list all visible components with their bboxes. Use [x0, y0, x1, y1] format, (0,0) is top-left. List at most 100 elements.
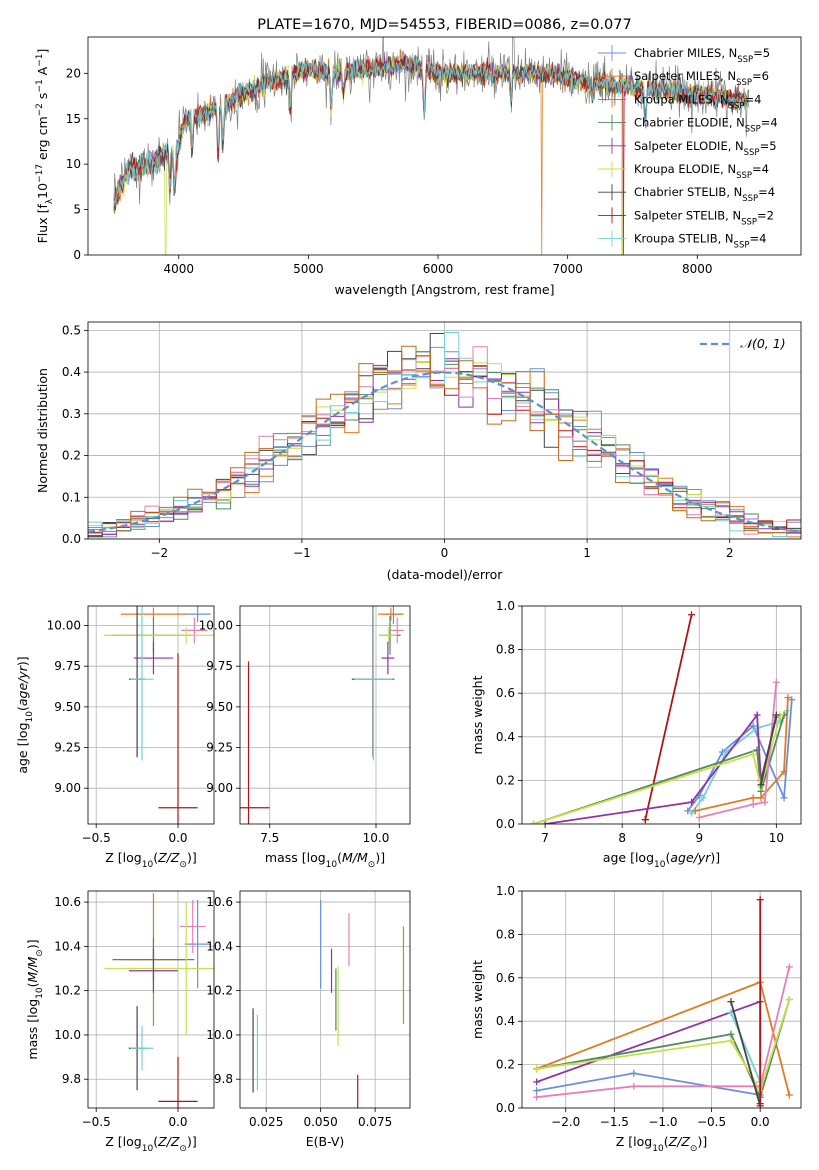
- x-tick-label: −1: [293, 546, 311, 560]
- label-part: M/M: [25, 956, 40, 982]
- chart-massweight_vs_Z: −2.0 −1.5 −1.0 −0.5 0.0 0.0 0.2 0.4 0.6 0.8 1.0 Z […: [470, 884, 802, 1154]
- y-tick-label: 10.00: [199, 619, 233, 633]
- y-tick-label: 9.50: [206, 700, 233, 714]
- x-tick-label: 0: [441, 546, 449, 560]
- label-part: )]: [375, 850, 385, 865]
- x-axis-label: wavelength [Angstrom, rest frame]: [334, 282, 554, 297]
- x-tick-label: −1.0: [648, 1115, 677, 1129]
- legend-label-main: Salpeter MILES, N: [634, 69, 736, 83]
- x-axis-label: E(B-V): [306, 1134, 345, 1149]
- x-tick-label: −0.5: [82, 831, 111, 845]
- label-part: )]: [15, 656, 30, 666]
- weight-line-5: [536, 966, 791, 1099]
- model-spectrum-6: [113, 55, 749, 211]
- label-part: )]: [187, 850, 197, 865]
- weight-line-7: [730, 1001, 762, 1107]
- y-tick-label: 9.50: [54, 700, 81, 714]
- x-axis-label: mass [log10(M/M⊙)]: [265, 850, 385, 870]
- residual-histogram-9: [88, 345, 801, 534]
- label-part: ⊙: [35, 949, 45, 957]
- y-tick-label: 9.00: [206, 781, 233, 795]
- label-part: 10: [142, 860, 154, 870]
- label-part: (: [665, 850, 670, 865]
- legend-label: Chabrier STELIB, NSSP=4: [634, 185, 775, 204]
- legend-label: Salpeter STELIB, NSSP=2: [634, 208, 774, 227]
- y-tick-label: 10.4: [206, 939, 233, 953]
- chart-mass_vs_ebv: 0.025 0.050 0.075 9.8 10.0 10.2 10.4 10.6 E(B-V): [206, 890, 411, 1149]
- legend-label-main: Chabrier STELIB, N: [634, 185, 742, 199]
- axes-frame: [521, 890, 802, 1109]
- label-part: 10: [326, 860, 338, 870]
- legend-label: 𝒩(0, 1): [740, 336, 786, 351]
- legend-label-sub: SSP: [745, 125, 761, 135]
- label-part: mass [log: [265, 850, 326, 865]
- residual-histogram-7: [88, 332, 801, 537]
- label-part: ⊙: [179, 1144, 187, 1154]
- y-axis-label: mass weight: [470, 960, 485, 1039]
- label-part: ⊙: [368, 860, 376, 870]
- legend-label-sub: SSP: [737, 55, 753, 65]
- y-tick-label: 5: [73, 203, 81, 217]
- legend-label-main: Chabrier MILES, N: [634, 46, 737, 60]
- x-tick-label: −0.5: [82, 1115, 111, 1129]
- chart-spectrum: 4000 5000 6000 7000 8000 0 5 10 15 20 PLATE=1670, …: [35, 17, 802, 297]
- legend-label-main: Kroupa STELIB, N: [634, 232, 734, 246]
- y-tick-label: 9.75: [54, 659, 81, 673]
- label-part: )]: [187, 1134, 197, 1149]
- x-tick-label: 5000: [293, 262, 324, 276]
- label-part: (: [664, 1134, 669, 1149]
- y-tick-label: 0.1: [62, 490, 81, 504]
- plot-area: [240, 891, 410, 1108]
- legend-label-suffix: =6: [752, 69, 769, 83]
- legend-label-sub: SSP: [744, 148, 760, 158]
- weight-line-8: [760, 714, 778, 785]
- x-tick-label: 9: [695, 831, 703, 845]
- y-tick-label: 0.6: [496, 686, 515, 700]
- y-tick-label: 0.0: [496, 817, 515, 831]
- label-part: age/yr: [670, 850, 711, 865]
- chart-residuals: −2 −1 0 1 2 0.0 0.1 0.2 0.3 0.4 0.5 𝒩(0, 1) (data-mo…: [35, 321, 802, 582]
- label-part: age/yr: [15, 665, 30, 706]
- y-axis-label: age [log10(age/yr)]: [15, 656, 35, 773]
- legend-label-sub: SSP: [734, 241, 750, 251]
- legend-label-main: Kroupa ELODIE, N: [634, 162, 736, 176]
- legend-label-sub: SSP: [736, 171, 752, 181]
- y-tick-label: 0.2: [496, 773, 515, 787]
- legend-label-suffix: =4: [749, 232, 766, 246]
- y-tick-label: 9.8: [214, 1072, 233, 1086]
- x-tick-label: −1.5: [600, 1115, 629, 1129]
- label-part: −1: [35, 54, 45, 67]
- plot-area: [522, 606, 801, 824]
- plot-area: [88, 606, 214, 824]
- axes-frame: [87, 890, 215, 1109]
- y-tick-label: 9.25: [54, 741, 81, 755]
- x-tick-label: 7000: [552, 262, 583, 276]
- weight-line-2: [690, 710, 789, 814]
- label-part: (: [25, 982, 40, 987]
- x-tick-label: 2: [726, 546, 734, 560]
- label-part: ⊙: [690, 1144, 698, 1154]
- legend-label: Kroupa ELODIE, NSSP=4: [634, 162, 769, 181]
- y-tick-label: 20: [66, 66, 81, 80]
- label-part: )]: [697, 1134, 707, 1149]
- legend-label: Chabrier MILES, NSSP=5: [634, 46, 770, 65]
- y-axis-label: mass [log10(M/M⊙)]: [25, 939, 45, 1059]
- y-tick-label: 10.2: [54, 984, 81, 998]
- weight-line-5: [533, 714, 785, 824]
- x-tick-label: 7.5: [260, 831, 279, 845]
- y-tick-label: 0.2: [496, 1058, 515, 1072]
- y-tick-label: 10.2: [206, 984, 233, 998]
- legend: 𝒩(0, 1): [700, 336, 786, 351]
- label-part: s: [35, 93, 50, 104]
- label-part: A: [35, 66, 50, 79]
- legend-label-suffix: =2: [757, 208, 774, 222]
- y-tick-label: 0: [73, 248, 81, 262]
- x-tick-label: 8000: [682, 262, 713, 276]
- label-part: ]: [35, 49, 50, 54]
- label-part: (: [153, 850, 158, 865]
- label-part: 10: [654, 860, 666, 870]
- y-tick-label: 0.6: [496, 971, 515, 985]
